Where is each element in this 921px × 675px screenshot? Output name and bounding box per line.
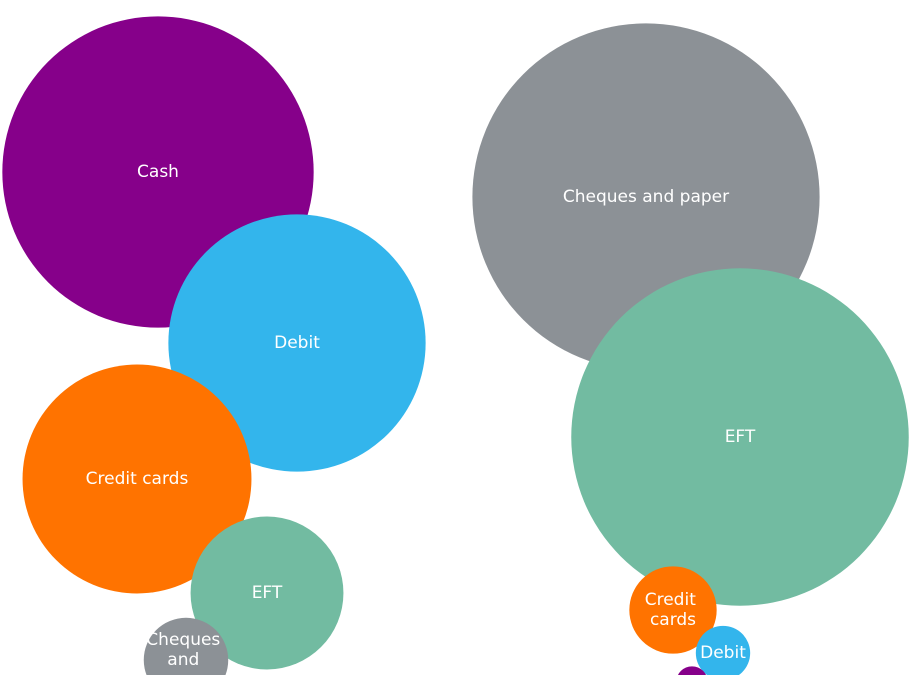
bubble	[168, 214, 426, 472]
bubble	[695, 625, 751, 675]
bubble	[22, 364, 252, 594]
bubble-label: Credit cards	[645, 590, 702, 630]
bubble-label: EFT	[252, 583, 283, 603]
bubble	[143, 617, 229, 675]
bubble-panel: Cash Debit Credit cards EFT Cheques and pape…	[2, 16, 426, 675]
bubble-label: Cash	[137, 162, 179, 182]
bubble-panel: Cheques and paper EFT Credit cards Debit	[472, 23, 909, 675]
bubble	[190, 516, 344, 670]
bubble	[629, 566, 717, 654]
bubble-label: Credit cards	[86, 469, 189, 489]
bubble-label: Cheques and paper	[563, 187, 729, 207]
bubble-label: Debit	[274, 333, 320, 353]
bubble-label: Cheques and paper	[146, 630, 225, 675]
bubble	[571, 268, 909, 606]
bubble-label: Debit	[700, 643, 746, 663]
bubble	[677, 666, 707, 675]
bubble-label: EFT	[725, 427, 756, 447]
